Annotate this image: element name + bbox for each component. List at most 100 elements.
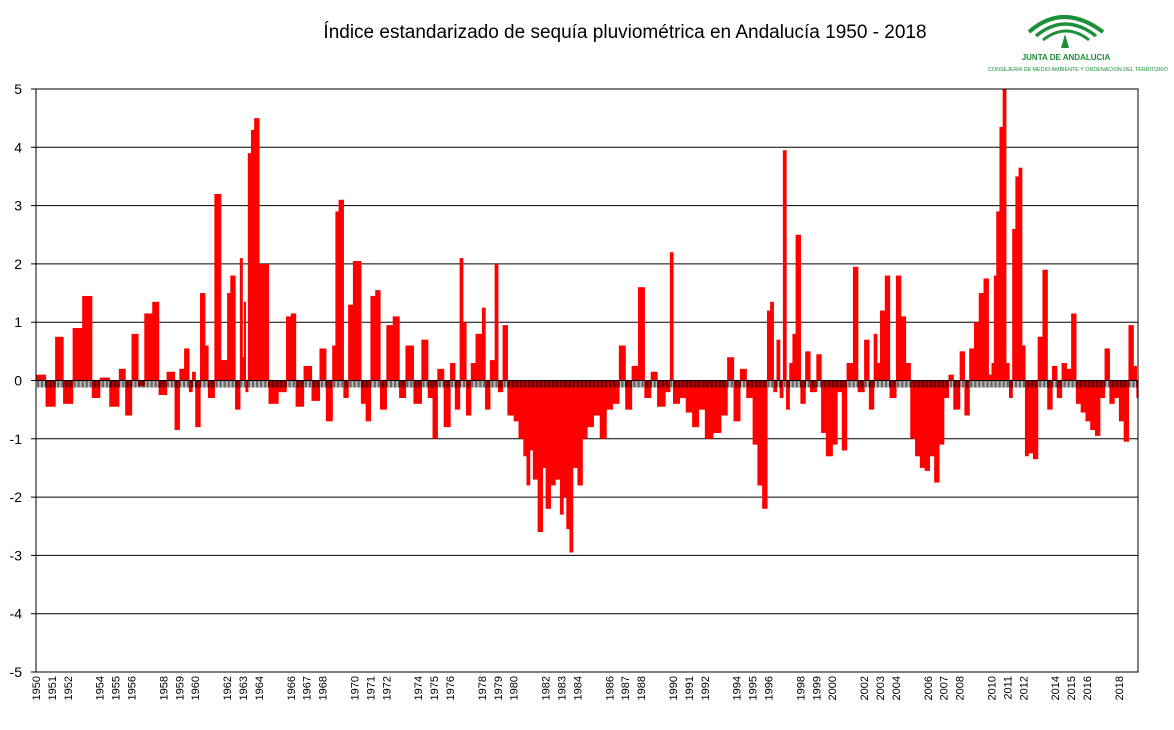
data-bar — [348, 304, 354, 381]
data-bar — [587, 380, 594, 428]
data-bar — [948, 374, 954, 381]
x-tick-label: 1999 — [811, 676, 823, 700]
data-bar — [792, 333, 797, 381]
x-tick-label: 1952 — [63, 676, 75, 700]
data-bar — [993, 275, 997, 381]
data-bar — [582, 380, 588, 439]
data-bar — [1024, 380, 1029, 457]
data-bar — [720, 380, 728, 416]
data-bar — [450, 363, 456, 381]
x-tick-label: 1982 — [541, 676, 553, 700]
data-bar — [507, 380, 515, 416]
data-bar — [462, 322, 467, 381]
data-bar — [109, 380, 120, 407]
data-bar — [513, 380, 520, 422]
data-bar — [365, 380, 372, 422]
x-tick-label: 1998 — [795, 676, 807, 700]
chart-title: Índice estandarizado de sequía pluviomét… — [323, 22, 927, 43]
data-bar — [593, 380, 601, 416]
data-bar — [910, 380, 916, 439]
data-bar — [184, 348, 190, 381]
x-tick-label: 1991 — [684, 676, 696, 700]
x-tick-label: 1988 — [636, 676, 648, 700]
x-tick-label: 1975 — [429, 676, 441, 700]
data-bar — [144, 313, 153, 381]
data-bar — [644, 380, 652, 398]
data-bar — [692, 380, 700, 428]
data-bar — [1037, 336, 1044, 381]
x-tick-label: 1978 — [477, 676, 489, 700]
x-tick-label: 2011 — [1002, 676, 1014, 700]
data-bar — [427, 380, 434, 398]
data-bar — [1133, 365, 1138, 381]
data-bar — [1028, 380, 1034, 454]
data-bar — [657, 380, 666, 407]
data-bar — [938, 380, 945, 445]
y-tick-label: 2 — [14, 256, 22, 272]
data-bar — [1118, 380, 1125, 422]
data-bar — [996, 211, 1001, 381]
data-bar — [1012, 228, 1016, 381]
data-bar — [905, 363, 911, 381]
data-bar — [991, 363, 995, 381]
data-bar — [924, 380, 930, 471]
data-bar — [220, 360, 228, 381]
x-tick-label: 1972 — [381, 676, 393, 700]
data-bar — [599, 380, 607, 439]
data-bar — [386, 325, 394, 381]
data-bar — [295, 380, 305, 407]
data-bar — [204, 345, 209, 381]
data-bar — [1099, 380, 1106, 398]
x-tick-label: 1971 — [365, 676, 377, 700]
data-bar — [789, 363, 794, 381]
data-bar — [137, 380, 145, 387]
data-bar — [268, 380, 279, 404]
data-bar — [868, 380, 875, 410]
data-bar — [526, 380, 531, 486]
data-bar — [360, 380, 367, 404]
logo-name: JUNTA DE ANDALUCIA — [1022, 53, 1111, 62]
data-bar — [254, 118, 260, 381]
y-axis: 5 4 3 2 1 0 -1 -2 -3 -4 -5 — [10, 81, 36, 680]
data-bar — [36, 374, 47, 381]
data-bar — [392, 316, 400, 381]
data-bar — [805, 351, 811, 381]
logo-subtitle: CONSEJERIA DE MEDIO AMBIENTE Y ORDENACIO… — [988, 67, 1168, 73]
data-bar — [459, 258, 464, 381]
data-bar — [746, 380, 754, 398]
y-tick-label: 5 — [14, 81, 22, 97]
data-bar — [959, 351, 966, 381]
y-tick-label: -1 — [10, 431, 23, 447]
data-bar — [437, 368, 445, 381]
data-bar — [776, 339, 781, 381]
data-bar — [227, 293, 231, 381]
data-bar — [443, 380, 451, 428]
x-tick-label: 2004 — [891, 676, 903, 700]
data-bar — [375, 290, 381, 381]
data-bar — [1066, 368, 1072, 381]
y-tick-label: 3 — [14, 198, 22, 214]
data-bar — [884, 275, 891, 381]
data-bar — [559, 380, 564, 515]
data-bar — [174, 380, 180, 431]
data-bar — [679, 380, 687, 398]
data-bar — [1095, 380, 1101, 436]
data-bar — [841, 380, 848, 451]
y-tick-label: 0 — [14, 373, 22, 389]
data-bar — [1005, 363, 1010, 381]
data-bar — [739, 368, 747, 381]
data-bar — [465, 380, 472, 416]
x-tick-label: 1987 — [620, 676, 632, 700]
data-bar — [953, 380, 961, 410]
data-bar — [712, 380, 722, 433]
data-bar — [290, 313, 297, 381]
data-bar — [45, 380, 56, 407]
data-bar — [125, 380, 133, 416]
data-bar — [988, 374, 993, 381]
data-bar — [523, 380, 528, 457]
data-bar — [542, 380, 547, 468]
data-bar — [766, 310, 771, 381]
data-bar — [762, 380, 768, 509]
data-bar — [239, 258, 243, 381]
data-bar — [1056, 380, 1063, 398]
